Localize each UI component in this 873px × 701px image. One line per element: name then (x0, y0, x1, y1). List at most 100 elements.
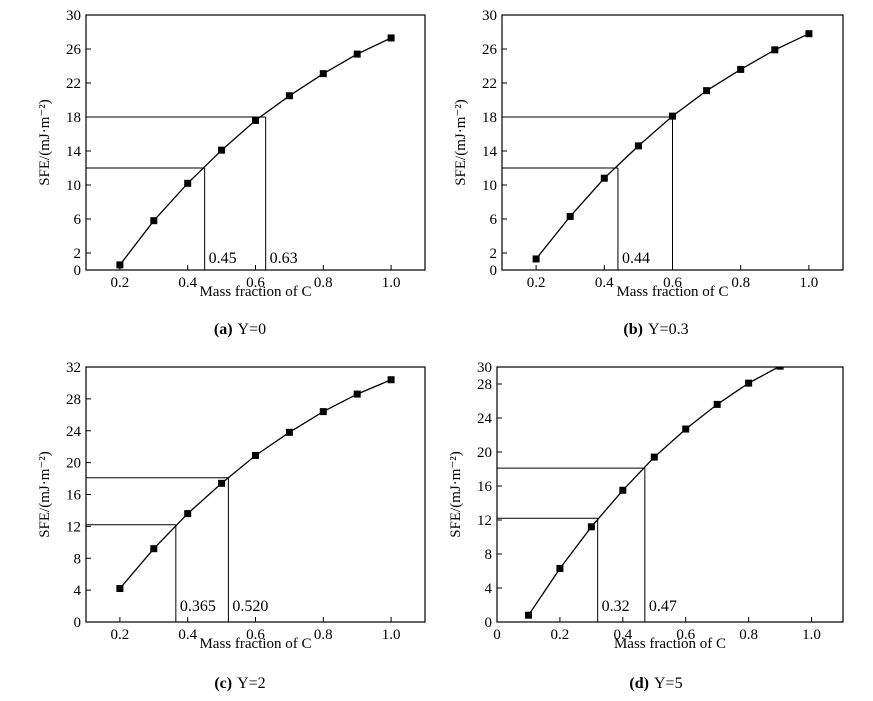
y-tick-label: 6 (74, 212, 82, 228)
data-point (218, 479, 226, 487)
y-tick-label: 12 (66, 519, 81, 535)
x-tick-label: 0.8 (731, 275, 750, 291)
x-axis-label: Mass fraction of C (616, 284, 728, 300)
y-tick-label: 16 (66, 488, 82, 504)
y-tick-label: 2 (490, 246, 498, 262)
panel-caption-letter: (a) (214, 321, 233, 338)
data-point (771, 46, 779, 54)
data-point (184, 179, 192, 187)
x-tick-label: 1.0 (382, 627, 401, 643)
panel-caption-text: Y=2 (237, 675, 266, 692)
y-tick-label: 24 (66, 424, 82, 440)
x-tick-label: 0.6 (246, 275, 265, 291)
data-point (252, 451, 259, 459)
y-tick-label: 10 (482, 178, 497, 194)
x-tick-label: 0.2 (551, 627, 570, 643)
x-tick-label: 0.6 (676, 627, 695, 643)
panel-caption: (b) Y=0.3 (623, 321, 688, 338)
data-point (252, 116, 259, 124)
data-point (619, 486, 627, 494)
data-series-line (119, 37, 392, 266)
intersection-label: 0.365 (180, 598, 216, 615)
data-series-line (527, 367, 780, 616)
y-tick-label: 0 (74, 615, 82, 631)
x-tick-label: 0.4 (178, 627, 197, 643)
y-tick-label: 0 (490, 263, 498, 279)
intersection-label: 0.520 (232, 598, 268, 615)
x-axis-label: Mass fraction of C (614, 636, 726, 652)
y-tick-label: 2 (74, 246, 82, 262)
panel-caption-letter: (d) (629, 675, 649, 692)
y-axis-label: SFE/(mJ·m⁻²) (37, 99, 53, 186)
data-point (713, 400, 721, 408)
x-tick-label: 0.6 (663, 275, 682, 291)
x-tick-label: 0.4 (613, 627, 632, 643)
x-tick-label: 1.0 (802, 627, 821, 643)
x-tick-label: 0.4 (595, 275, 614, 291)
y-tick-label: 30 (66, 8, 81, 24)
y-tick-label: 28 (66, 392, 81, 408)
panel-caption: (a) Y=0 (214, 321, 266, 338)
y-axis-label: SFE/(mJ·m⁻²) (453, 99, 469, 186)
y-tick-label: 26 (482, 42, 498, 58)
chart-panel-3: 0.2 0.4 0.6 0.8 1.0 0 4 8 12 16 20 24 28 32 Mass fract… (37, 360, 426, 692)
data-point (150, 217, 158, 225)
y-tick-label: 32 (66, 360, 81, 376)
data-point (805, 30, 813, 38)
plot-frame (496, 366, 844, 623)
data-point (745, 379, 753, 387)
data-point (703, 87, 711, 95)
y-tick-label: 30 (482, 8, 497, 24)
data-point (319, 408, 327, 416)
y-tick-label: 26 (66, 42, 82, 58)
data-point (387, 34, 395, 42)
x-tick-label: 0.6 (246, 627, 265, 643)
data-point (737, 65, 745, 73)
y-tick-label: 12 (477, 513, 492, 529)
x-tick-label: 1.0 (382, 275, 401, 291)
data-point (285, 428, 293, 436)
data-point (587, 523, 595, 531)
y-tick-label: 4 (74, 583, 82, 599)
data-point (150, 545, 158, 553)
y-tick-label: 28 (477, 377, 492, 393)
data-point (353, 390, 361, 398)
intersection-label: 0.44 (622, 250, 650, 267)
y-tick-label: 4 (485, 581, 493, 597)
data-point (524, 611, 532, 619)
y-tick-label: 0 (74, 263, 82, 279)
y-tick-label: 8 (74, 551, 82, 567)
x-axis-label: Mass fraction of C (199, 636, 311, 652)
intersection-label: 0.45 (209, 250, 237, 267)
y-tick-label: 24 (477, 411, 493, 427)
data-point (682, 425, 690, 433)
data-point (285, 92, 293, 100)
data-point (218, 146, 226, 154)
y-tick-label: 14 (482, 144, 498, 160)
data-point (650, 453, 658, 461)
x-tick-label: 0.2 (527, 275, 546, 291)
y-tick-label: 16 (477, 479, 493, 495)
y-tick-label: 8 (485, 547, 493, 563)
panel-caption: (d) Y=5 (629, 675, 682, 692)
x-axis-label: Mass fraction of C (199, 284, 311, 300)
panel-caption-letter: (b) (623, 321, 643, 338)
panel-caption-letter: (c) (214, 675, 232, 692)
y-tick-label: 30 (477, 360, 492, 376)
data-point (532, 255, 540, 263)
y-tick-label: 6 (490, 212, 498, 228)
plot-frame (85, 14, 426, 271)
data-point (634, 142, 642, 150)
data-point (319, 70, 327, 78)
x-tick-label: 0.8 (739, 627, 758, 643)
data-point (556, 564, 564, 572)
x-tick-label: 0 (493, 627, 501, 643)
x-tick-label: 0.8 (314, 275, 333, 291)
data-point (116, 261, 124, 269)
intersection-label: 0.32 (602, 598, 630, 615)
y-axis-label: SFE/(mJ·m⁻²) (37, 451, 53, 538)
data-point (116, 585, 124, 593)
